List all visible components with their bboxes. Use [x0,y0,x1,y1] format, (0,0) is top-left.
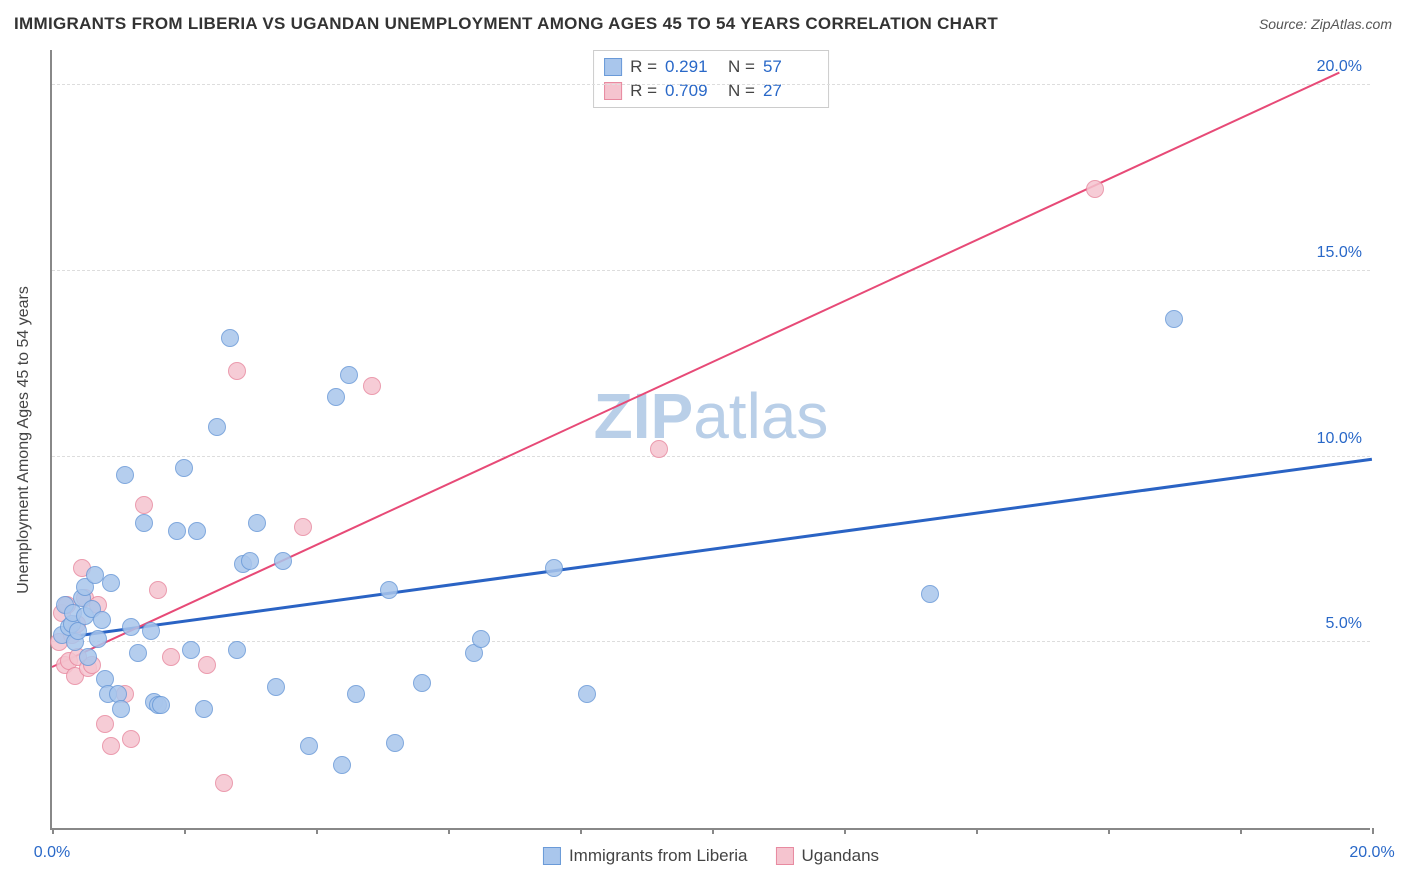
x-tick [976,828,978,834]
data-point-liberia [1165,310,1183,328]
legend-row-liberia: R = 0.291 N = 57 [604,55,818,79]
data-point-ugandans [102,737,120,755]
data-point-ugandans [198,656,216,674]
data-point-liberia [112,700,130,718]
y-tick-label: 5.0% [1326,615,1362,633]
data-point-liberia [79,648,97,666]
data-point-ugandans [1086,180,1104,198]
data-point-liberia [208,418,226,436]
swatch-liberia [543,847,561,865]
data-point-liberia [168,522,186,540]
source-label: Source: ZipAtlas.com [1259,16,1392,32]
trend-line-liberia [65,457,1372,638]
x-tick [316,828,318,834]
data-point-liberia [175,459,193,477]
data-point-ugandans [122,730,140,748]
data-point-liberia [267,678,285,696]
data-point-liberia [129,644,147,662]
legend-item-ugandans: Ugandans [776,846,880,866]
data-point-ugandans [215,774,233,792]
swatch-liberia [604,58,622,76]
x-tick [580,828,582,834]
data-point-liberia [347,685,365,703]
chart-title: IMMIGRANTS FROM LIBERIA VS UGANDAN UNEMP… [14,14,998,34]
gridline [52,641,1370,642]
x-tick [1108,828,1110,834]
data-point-liberia [921,585,939,603]
data-point-ugandans [228,362,246,380]
data-point-liberia [578,685,596,703]
data-point-liberia [472,630,490,648]
gridline [52,84,1370,85]
data-point-liberia [122,618,140,636]
x-tick-label: 20.0% [1349,844,1394,862]
data-point-liberia [86,566,104,584]
watermark: ZIPatlas [594,379,829,453]
legend-row-ugandans: R = 0.709 N = 27 [604,79,818,103]
data-point-liberia [327,388,345,406]
legend-series: Immigrants from Liberia Ugandans [543,846,879,866]
data-point-liberia [241,552,259,570]
data-point-liberia [102,574,120,592]
data-point-liberia [93,611,111,629]
data-point-ugandans [294,518,312,536]
y-tick-label: 10.0% [1317,430,1362,448]
data-point-liberia [152,696,170,714]
data-point-liberia [195,700,213,718]
swatch-ugandans [776,847,794,865]
data-point-liberia [142,622,160,640]
x-tick [1372,828,1374,834]
data-point-liberia [228,641,246,659]
x-tick [844,828,846,834]
data-point-liberia [116,466,134,484]
data-point-liberia [182,641,200,659]
gridline [52,270,1370,271]
legend-item-liberia: Immigrants from Liberia [543,846,748,866]
data-point-liberia [333,756,351,774]
data-point-liberia [386,734,404,752]
x-tick [448,828,450,834]
y-axis-label: Unemployment Among Ages 45 to 54 years [15,286,33,594]
title-bar: IMMIGRANTS FROM LIBERIA VS UGANDAN UNEMP… [14,14,1392,34]
x-tick [184,828,186,834]
x-tick [52,828,54,834]
data-point-liberia [221,329,239,347]
data-point-ugandans [135,496,153,514]
y-tick-label: 15.0% [1317,244,1362,262]
gridline [52,456,1370,457]
data-point-liberia [545,559,563,577]
data-point-liberia [340,366,358,384]
data-point-liberia [380,581,398,599]
data-point-ugandans [363,377,381,395]
data-point-ugandans [162,648,180,666]
data-point-liberia [300,737,318,755]
x-tick-label: 0.0% [34,844,70,862]
plot-area: ZIPatlas R = 0.291 N = 57 R = 0.709 N = … [50,50,1370,830]
data-point-liberia [135,514,153,532]
data-point-ugandans [96,715,114,733]
data-point-ugandans [650,440,668,458]
data-point-liberia [413,674,431,692]
data-point-ugandans [149,581,167,599]
x-tick [712,828,714,834]
x-tick [1240,828,1242,834]
data-point-liberia [274,552,292,570]
data-point-liberia [248,514,266,532]
legend-correlation: R = 0.291 N = 57 R = 0.709 N = 27 [593,50,829,108]
data-point-liberia [89,630,107,648]
data-point-liberia [188,522,206,540]
